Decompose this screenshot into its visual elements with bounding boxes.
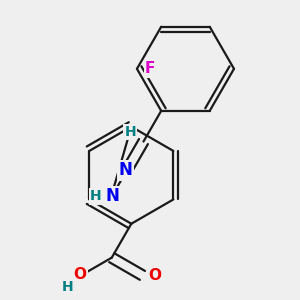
Text: O: O	[74, 267, 87, 282]
Text: H: H	[62, 280, 74, 294]
Text: N: N	[119, 161, 133, 179]
Text: H: H	[90, 190, 101, 203]
Text: H: H	[124, 125, 136, 139]
Text: O: O	[148, 268, 161, 283]
Text: F: F	[145, 61, 155, 76]
Text: N: N	[106, 188, 119, 206]
